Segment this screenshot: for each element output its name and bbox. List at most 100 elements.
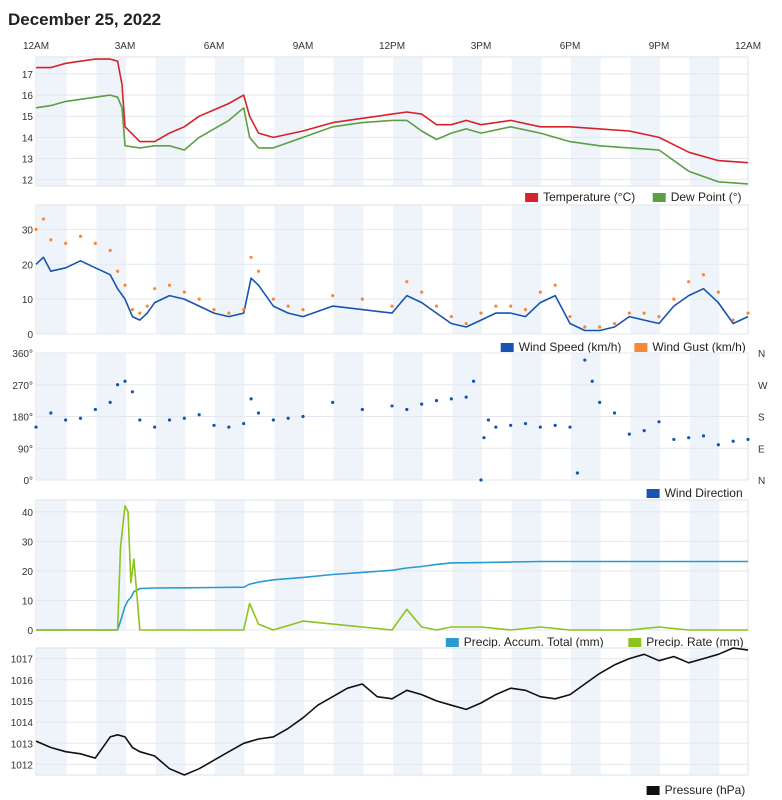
legend-swatch bbox=[646, 489, 660, 498]
shade-band bbox=[37, 205, 67, 334]
shade-band bbox=[689, 648, 720, 775]
y-tick-label: 15 bbox=[22, 112, 34, 123]
legend-label: Dew Point (°) bbox=[671, 190, 742, 204]
data-point bbox=[420, 402, 424, 406]
data-point bbox=[115, 383, 120, 387]
data-point bbox=[509, 423, 513, 427]
shade-band bbox=[511, 500, 542, 630]
series-line bbox=[35, 256, 749, 332]
compass-label: N bbox=[758, 349, 765, 360]
plot-frame bbox=[35, 56, 749, 187]
data-point bbox=[687, 280, 691, 284]
time-axis-label: 3PM bbox=[471, 41, 492, 52]
data-point bbox=[182, 290, 186, 294]
shade-band bbox=[511, 205, 542, 334]
data-point bbox=[434, 304, 439, 308]
data-point bbox=[93, 407, 97, 412]
shade-band bbox=[274, 57, 304, 186]
data-point bbox=[746, 311, 750, 315]
shade-band bbox=[452, 500, 482, 630]
data-point bbox=[590, 379, 594, 383]
y-tick-label: 90° bbox=[18, 444, 33, 455]
data-point bbox=[479, 311, 483, 315]
data-point bbox=[286, 416, 290, 420]
data-point bbox=[716, 290, 720, 294]
data-point bbox=[657, 420, 661, 424]
data-point bbox=[731, 318, 735, 322]
data-point bbox=[256, 411, 261, 415]
data-point bbox=[538, 425, 542, 429]
data-point bbox=[449, 314, 453, 319]
data-point bbox=[64, 418, 68, 422]
y-tick-label: 1016 bbox=[11, 676, 34, 687]
shade-band bbox=[452, 205, 482, 334]
time-axis-label: 6AM bbox=[204, 41, 225, 52]
shade-band bbox=[37, 648, 67, 775]
shade-band bbox=[155, 648, 186, 775]
shade-band bbox=[155, 57, 186, 186]
shade-band bbox=[571, 57, 601, 186]
data-point bbox=[331, 294, 335, 298]
data-point bbox=[687, 436, 691, 440]
legend-label: Wind Speed (km/h) bbox=[519, 340, 622, 354]
legend-swatch bbox=[500, 343, 514, 352]
y-tick-label: 0° bbox=[23, 476, 33, 487]
time-axis-label: 9PM bbox=[649, 41, 670, 52]
y-tick-label: 1012 bbox=[11, 760, 34, 771]
shade-band bbox=[155, 205, 186, 334]
y-tick-label: 180° bbox=[12, 413, 33, 424]
data-point bbox=[553, 283, 557, 287]
chart-dir: 0° 90° 180° 270° 360° N E S W N Wind Direction bbox=[12, 349, 768, 500]
compass-label: N bbox=[758, 476, 765, 487]
shade-band bbox=[689, 57, 720, 186]
shade-band bbox=[511, 648, 542, 775]
time-axis-label: 12PM bbox=[379, 41, 405, 52]
legend-swatch bbox=[652, 193, 666, 202]
data-point bbox=[405, 280, 409, 284]
data-point bbox=[34, 425, 38, 429]
y-tick-label: 360° bbox=[12, 349, 33, 360]
data-point bbox=[34, 227, 38, 232]
data-point bbox=[108, 248, 112, 252]
data-point bbox=[197, 297, 201, 301]
shade-band bbox=[274, 205, 304, 334]
data-point bbox=[64, 241, 68, 245]
data-point bbox=[598, 400, 602, 404]
legend-swatch bbox=[628, 638, 642, 647]
data-point bbox=[598, 325, 602, 329]
data-point bbox=[553, 423, 557, 427]
y-tick-label: 1014 bbox=[11, 718, 34, 729]
chart-precip: 0 10 20 30 40 Precip. Rate (mm) Precip. Accum.… bbox=[22, 499, 749, 649]
chart-pressure: 1012 1013 1014 1015 1016 1017 Pressure (hPa) bbox=[11, 647, 749, 797]
data-point bbox=[420, 290, 424, 294]
y-tick-label: 30 bbox=[22, 537, 34, 548]
data-point bbox=[612, 411, 617, 415]
y-tick-label: 14 bbox=[22, 133, 34, 144]
data-point bbox=[167, 283, 172, 287]
shade-band bbox=[215, 500, 245, 630]
data-point bbox=[464, 321, 468, 326]
data-point bbox=[434, 399, 439, 403]
data-point bbox=[471, 379, 476, 383]
y-tick-label: 17 bbox=[22, 70, 34, 81]
y-tick-label: 10 bbox=[22, 596, 34, 607]
data-point bbox=[568, 425, 572, 429]
data-point bbox=[123, 283, 127, 287]
data-point bbox=[390, 404, 394, 408]
shade-band bbox=[571, 648, 601, 775]
data-point bbox=[482, 436, 486, 440]
y-tick-label: 12 bbox=[22, 176, 34, 187]
legend-label: Pressure (hPa) bbox=[665, 783, 746, 797]
legend-label: Wind Gust (km/h) bbox=[652, 340, 745, 354]
shade-band bbox=[393, 648, 423, 775]
shade-band bbox=[630, 57, 660, 186]
data-point bbox=[167, 418, 172, 422]
data-point bbox=[701, 434, 706, 438]
data-point bbox=[731, 439, 735, 443]
data-point bbox=[701, 273, 706, 277]
data-point bbox=[494, 425, 498, 429]
data-point bbox=[49, 411, 53, 415]
shade-band bbox=[274, 500, 304, 630]
y-tick-label: 1017 bbox=[11, 655, 34, 666]
legend-swatch bbox=[646, 786, 660, 795]
